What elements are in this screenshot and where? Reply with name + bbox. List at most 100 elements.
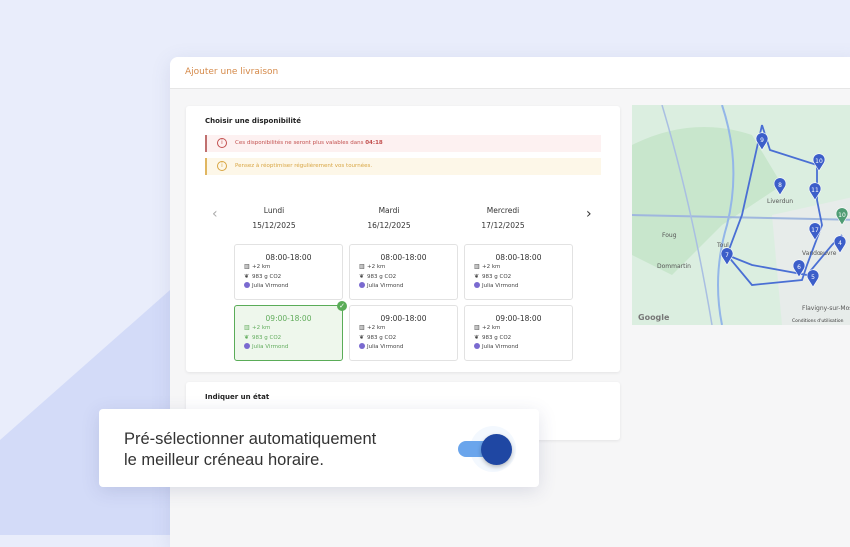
svg-text:Flavigny-sur-Mos: Flavigny-sur-Mos <box>802 305 850 312</box>
slot-distance: +2 km <box>252 264 271 270</box>
route-map[interactable]: Liverdun Toul Foug Dommartin Vandœuvre F… <box>632 105 850 325</box>
toast-line-2: le meilleur créneau horaire. <box>124 451 324 469</box>
map-icon: ▥ <box>474 324 480 331</box>
driver-avatar <box>359 343 365 349</box>
slot-time: 08:00-18:00 <box>265 253 312 262</box>
day-name: Mardi <box>378 206 400 215</box>
map-marker[interactable]: 11 <box>808 182 822 201</box>
window-title: Ajouter une livraison <box>170 57 850 89</box>
svg-text:6: 6 <box>797 264 801 271</box>
prev-arrow-icon[interactable]: ‹ <box>212 206 218 222</box>
slot-driver: Julia Virmond <box>367 283 404 289</box>
svg-text:17: 17 <box>811 227 819 234</box>
leaf-icon: ❦ <box>474 334 480 341</box>
svg-text:5: 5 <box>811 274 815 281</box>
time-slot[interactable]: 09:00-18:00 ▥ +2 km ❦ 983 g CO2 Julia Virmond <box>349 305 458 361</box>
auto-select-toggle[interactable] <box>456 426 516 472</box>
driver-avatar <box>244 343 250 349</box>
day-name: Mercredi <box>486 206 520 215</box>
map-icon: ▥ <box>244 263 250 270</box>
time-slot[interactable]: 08:00-18:00 ▥ +2 km ❦ 983 g CO2 Julia Virmond <box>234 244 343 300</box>
map-icon: ▥ <box>244 324 250 331</box>
svg-text:11: 11 <box>811 187 819 194</box>
slot-driver: Julia Virmond <box>482 344 519 350</box>
slot-co2: 983 g CO2 <box>252 335 282 341</box>
reminder-text: Pensez à réoptimiser régulièrement vos t… <box>235 163 373 169</box>
slot-driver: Julia Virmond <box>252 283 289 289</box>
driver-avatar <box>244 282 250 288</box>
map-icon: ▥ <box>474 263 480 270</box>
slot-time: 09:00-18:00 <box>265 314 312 323</box>
time-slot[interactable]: 09:00-18:00 ▥ +2 km ❦ 983 g CO2 Julia Virmond <box>464 305 573 361</box>
next-arrow-icon[interactable]: › <box>586 206 592 222</box>
slot-time: 09:00-18:00 <box>380 314 427 323</box>
svg-text:Vandœuvre: Vandœuvre <box>802 250 837 257</box>
slot-distance: +2 km <box>252 325 271 331</box>
svg-text:Liverdun: Liverdun <box>767 198 793 205</box>
time-slot[interactable]: 08:00-18:00 ▥ +2 km ❦ 983 g CO2 Julia Virmond <box>464 244 573 300</box>
leaf-icon: ❦ <box>359 334 365 341</box>
time-slot[interactable]: 08:00-18:00 ▥ +2 km ❦ 983 g CO2 Julia Virmond <box>349 244 458 300</box>
slot-co2: 983 g CO2 <box>367 274 397 280</box>
map-marker[interactable]: 6 <box>792 259 806 278</box>
slot-driver: Julia Virmond <box>252 344 289 350</box>
day-header: Mercredi 17/12/2025 <box>448 203 558 233</box>
slot-distance: +2 km <box>367 325 386 331</box>
driver-avatar <box>474 343 480 349</box>
map-icon: ▥ <box>359 324 365 331</box>
slot-time: 08:00-18:00 <box>495 253 542 262</box>
svg-text:10: 10 <box>838 212 846 219</box>
availability-card: Choisir une disponibilité i Ces disponibi… <box>186 106 620 372</box>
reminder-alert: i Pensez à réoptimiser régulièrement vos … <box>205 158 601 175</box>
expiry-time: 04:18 <box>365 140 383 146</box>
svg-text:Dommartin: Dommartin <box>657 263 691 270</box>
slot-time: 09:00-18:00 <box>495 314 542 323</box>
leaf-icon: ❦ <box>359 273 365 280</box>
toast-line-1: Pré-sélectionner automatiquement <box>124 430 377 448</box>
map-marker[interactable]: 4 <box>833 235 847 254</box>
map-marker[interactable]: 10 <box>812 153 826 172</box>
time-slot[interactable]: ✓ 09:00-18:00 ▥ +2 km ❦ 983 g CO2 Julia Virmon… <box>234 301 347 361</box>
slot-distance: +2 km <box>367 264 386 270</box>
map-marker[interactable]: 9 <box>755 132 769 151</box>
slot-co2: 983 g CO2 <box>482 335 512 341</box>
leaf-icon: ❦ <box>474 273 480 280</box>
auto-select-toast: Pré-sélectionner automatiquement le meill… <box>99 409 539 487</box>
day-date: 16/12/2025 <box>367 221 411 230</box>
svg-text:Conditions d'utilisation: Conditions d'utilisation <box>792 318 844 324</box>
leaf-icon: ❦ <box>244 273 250 280</box>
toast-text: Pré-sélectionner automatiquement le meill… <box>124 429 376 471</box>
svg-text:Google: Google <box>638 313 670 322</box>
slot-distance: +2 km <box>482 264 501 270</box>
slot-driver: Julia Virmond <box>367 344 404 350</box>
svg-text:Toul: Toul <box>716 242 729 249</box>
slot-co2: 983 g CO2 <box>252 274 282 280</box>
day-date: 15/12/2025 <box>252 221 296 230</box>
expiry-text: Ces disponibilités ne seront plus valabl… <box>235 140 366 146</box>
map-marker[interactable]: 10 <box>835 207 849 226</box>
slot-distance: +2 km <box>482 325 501 331</box>
slot-time: 08:00-18:00 <box>380 253 427 262</box>
slot-co2: 983 g CO2 <box>482 274 512 280</box>
check-icon: ✓ <box>337 301 347 311</box>
leaf-icon: ❦ <box>244 334 250 341</box>
day-date: 17/12/2025 <box>481 221 525 230</box>
day-name: Lundi <box>263 206 285 215</box>
map-marker[interactable]: 8 <box>773 177 787 196</box>
driver-avatar <box>359 282 365 288</box>
svg-text:10: 10 <box>815 158 823 165</box>
map-marker[interactable]: 7 <box>720 247 734 266</box>
expiry-alert: i Ces disponibilités ne seront plus valab… <box>205 135 601 152</box>
state-title: Indiquer un état <box>205 393 270 401</box>
map-marker[interactable]: 17 <box>808 222 822 241</box>
availability-title: Choisir une disponibilité <box>205 117 302 125</box>
svg-text:4: 4 <box>838 240 842 247</box>
driver-avatar <box>474 282 480 288</box>
day-header: Lundi 15/12/2025 <box>219 203 329 233</box>
map-marker[interactable]: 5 <box>806 269 820 288</box>
svg-text:Foug: Foug <box>662 232 677 239</box>
slot-co2: 983 g CO2 <box>367 335 397 341</box>
map-icon: ▥ <box>359 263 365 270</box>
svg-text:7: 7 <box>725 252 729 259</box>
svg-text:8: 8 <box>778 182 782 189</box>
